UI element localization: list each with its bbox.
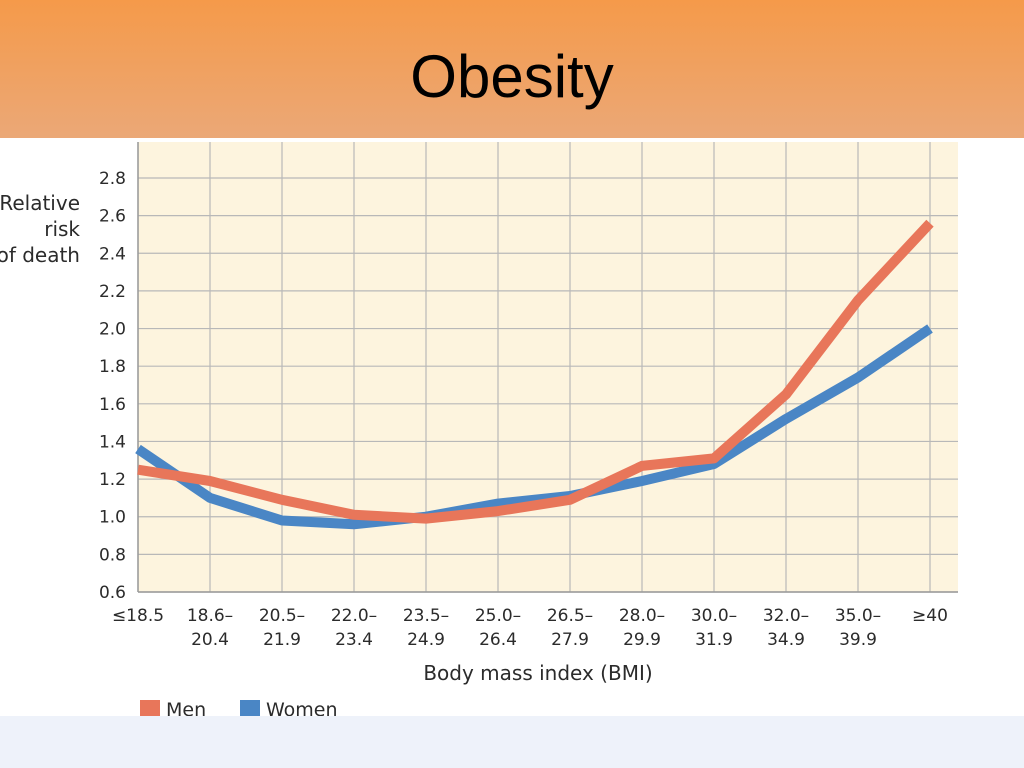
x-tick-label: 32.0–: [763, 606, 809, 626]
y-tick-label: 2.4: [99, 244, 126, 264]
x-tick-label-line2: 29.9: [623, 630, 661, 650]
x-tick-label: 25.0–: [475, 606, 521, 626]
legend-label-men: Men: [166, 699, 206, 716]
y-tick-label: 1.0: [99, 508, 126, 528]
x-tick-label-line2: 21.9: [263, 630, 301, 650]
y-axis-label-line: Relative: [0, 191, 80, 215]
x-axis-ticks: ≤18.5 18.6– 20.4 20.5– 21.9 22.0– 23.4 23.5– 24.…: [112, 606, 948, 650]
legend-swatch-men: [140, 700, 160, 716]
x-tick-label: 20.5–: [259, 606, 305, 626]
x-axis-label: Body mass index (BMI): [423, 661, 652, 685]
title-banner: [0, 0, 1024, 138]
y-axis-ticks: 0.6 0.8 1.0 1.2 1.4 1.6 1.8 2.0 2.2 2.4 2.6 2.8: [99, 169, 126, 603]
x-tick-label-line2: 39.9: [839, 630, 877, 650]
x-tick-label: 28.0–: [619, 606, 665, 626]
x-tick-label: 35.0–: [835, 606, 881, 626]
x-tick-label: 22.0–: [331, 606, 377, 626]
series-line-women: [135, 324, 933, 530]
x-tick-label: ≥40: [912, 606, 948, 626]
x-tick-label-line2: 24.9: [407, 630, 445, 650]
x-tick-label: 18.6–: [187, 606, 233, 626]
plot-area: [138, 142, 958, 592]
y-tick-label: 2.8: [99, 169, 126, 189]
legend-swatch-women: [240, 700, 260, 716]
x-tick-label: ≤18.5: [112, 606, 164, 626]
y-tick-label: 1.2: [99, 470, 126, 490]
y-tick-label: 0.6: [99, 583, 126, 603]
x-tick-label-line2: 26.4: [479, 630, 517, 650]
x-tick-label: 26.5–: [547, 606, 593, 626]
x-tick-label-line2: 34.9: [767, 630, 805, 650]
y-tick-label: 1.6: [99, 395, 126, 415]
y-tick-label: 2.2: [99, 282, 126, 302]
y-tick-label: 0.8: [99, 545, 126, 565]
series-line-men: [137, 219, 934, 524]
legend: Men Women: [140, 699, 338, 716]
x-tick-label-line2: 27.9: [551, 630, 589, 650]
bmi-risk-chart: 0.6 0.8 1.0 1.2 1.4 1.6 1.8 2.0 2.2 2.4 2.6 2.8 ≤18…: [0, 142, 958, 716]
y-tick-label: 2.0: [99, 320, 126, 340]
y-axis-label-line: of death: [0, 243, 80, 267]
x-tick-label-line2: 20.4: [191, 630, 229, 650]
y-tick-label: 1.4: [99, 432, 126, 452]
x-tick-label: 30.0–: [691, 606, 737, 626]
y-tick-label: 1.8: [99, 357, 126, 377]
legend-label-women: Women: [266, 699, 338, 716]
series-lines: [135, 219, 934, 530]
slide-title: Obesity: [410, 43, 614, 110]
x-tick-label: 23.5–: [403, 606, 449, 626]
x-tick-label-line2: 23.4: [335, 630, 373, 650]
y-tick-label: 2.6: [99, 207, 126, 227]
x-tick-label-line2: 31.9: [695, 630, 733, 650]
y-axis-label-line: risk: [44, 217, 80, 241]
